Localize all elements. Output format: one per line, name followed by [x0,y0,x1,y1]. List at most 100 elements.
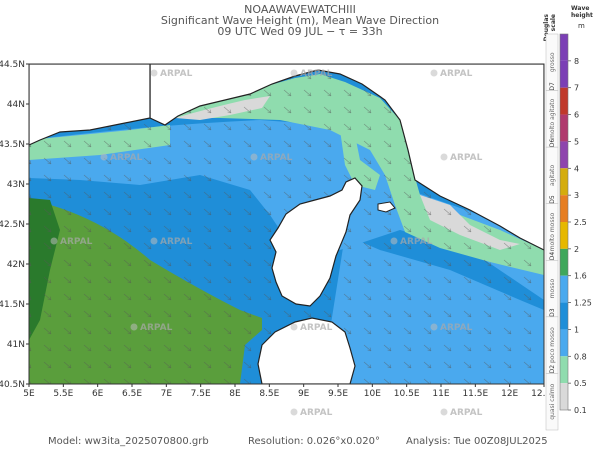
lat-label: 41N [7,340,25,350]
legend-color-swatch [560,195,568,222]
arpal-logo-icon [430,323,438,331]
douglas-number: D2 [549,365,556,374]
lat-label: 44.5N [0,60,25,70]
arpal-watermark: ARPAL [300,323,333,333]
legend-color-swatch [560,114,568,142]
arpal-logo-icon [290,69,298,77]
douglas-sea-state: molto agitato [549,98,556,139]
lon-label: 11.5E [462,389,488,399]
douglas-sea-state: agitato [549,165,556,187]
legend-color-swatch [560,383,568,410]
arpal-logo-icon [100,153,108,161]
arpal-logo-icon [50,237,58,245]
arpal-watermark: ARPAL [300,69,333,79]
legend-height-label: 0.1 [574,406,587,415]
map-title: Significant Wave Height (m), Mean Wave D… [160,14,440,27]
arpal-watermark: ARPAL [300,408,333,418]
lon-label: 9E [298,389,310,399]
legend-height-label: 5 [574,137,579,146]
forecast-time: 09 UTC Wed 09 JUL − τ = 33h [217,25,383,38]
legend-color-swatch [560,302,568,330]
legend-height-label: 2 [574,245,579,254]
land-sardinia [257,317,356,384]
arpal-watermark: ARPAL [260,153,293,163]
lon-label: 9.5E [328,389,348,399]
douglas-number: D3 [549,308,556,317]
arpal-watermark: ARPAL [140,323,173,333]
douglas-sea-state: grosso [549,52,556,72]
douglas-number: D4 [549,252,556,261]
arpal-watermark: ARPAL [60,237,93,247]
lat-label: 43N [7,180,25,190]
legend-height-label: 6 [574,111,579,120]
arpal-watermark: ARPAL [440,69,473,79]
land-france [29,64,151,146]
douglas-segment [545,373,559,431]
legend-height-label: 0.8 [574,352,587,361]
legend-height-label: 8 [574,57,579,66]
wave-height-unit: m [578,22,585,30]
douglas-scale-title-1: Douglas [543,14,550,42]
arpal-watermark: ARPAL [400,237,433,247]
legend-height-label: 1.6 [574,272,587,281]
lat-label: 41.5N [0,300,25,310]
arpal-watermark: ARPAL [440,323,473,333]
legend-color-swatch [560,329,568,357]
arpal-logo-icon [150,237,158,245]
legend-height-label: 3 [574,191,579,200]
legend-color-swatch [560,222,568,249]
legend-height-label: 7 [574,84,579,93]
douglas-sea-state: poco mosso [549,327,556,363]
wave-height-title-1: Wave [571,5,589,12]
land-italy [149,64,544,251]
arpal-logo-icon [250,153,258,161]
douglas-sea-state: molto mosso [549,212,556,251]
lon-label: 7.5E [191,389,211,399]
arpal-logo-icon [290,323,298,331]
lon-label: 8E [229,389,241,399]
douglas-sea-state: mosso [549,279,556,299]
arpal-watermark: ARPAL [450,153,483,163]
longitude-labels: 5E 5.5E 6E 6.5E 7E 7.5E 8E 8.5E 9E 9.5E 10E 10.5E 11… [23,384,557,399]
lat-label: 42.5N [0,220,25,230]
douglas-scale-title-2: scale [550,14,557,31]
douglas-sea-state: quasi calmo [549,383,556,419]
arpal-logo-icon [290,408,298,416]
lon-label: 5.5E [53,389,73,399]
legend-color-swatch [560,141,568,169]
lon-label: 6.5E [122,389,142,399]
douglas-number: D5 [549,195,556,204]
legend-height-label: 2.5 [574,218,587,227]
legend-color-swatch [560,356,568,384]
lon-label: 11E [432,389,449,399]
arpal-logo-icon [440,153,448,161]
lon-label: 7E [161,389,173,399]
legend-height-label: 4 [574,164,579,173]
arpal-logo-icon [430,69,438,77]
douglas-number: D7 [549,82,556,91]
watermark-layer: ARPAL ARPAL ARPAL ARPAL ARPAL ARPAL ARPAL ARPAL… [50,69,483,418]
lat-label: 42N [7,260,25,270]
model-info: Model: ww3ita_2025070800.grb [48,436,209,447]
legend-color-swatch [560,60,568,88]
lon-label: 6E [92,389,104,399]
lon-label: 10E [364,389,381,399]
model-name: NOAAWAVEWATCHIII [244,3,356,16]
latitude-labels: 44.5N 44N 43.5N 43N 42.5N 42N 41.5N 41N 40.5N [0,60,29,390]
lat-label: 44N [7,100,25,110]
legend-height-label: 0.5 [574,379,587,388]
lat-label: 40.5N [0,380,25,390]
douglas-number: D6 [549,139,556,148]
legend-height-label: 1.25 [574,299,592,308]
legend-color-bar-frame [559,33,569,411]
wave-height-title-2: height [571,12,593,19]
lat-label: 43.5N [0,140,25,150]
lon-label: 8.5E [259,389,279,399]
legend-color-swatch [560,248,568,276]
map-field [29,64,544,384]
legend-color-swatch [560,87,568,115]
arpal-logo-icon [130,323,138,331]
legend-color-swatch [560,34,568,61]
arpal-watermark: ARPAL [160,237,193,247]
